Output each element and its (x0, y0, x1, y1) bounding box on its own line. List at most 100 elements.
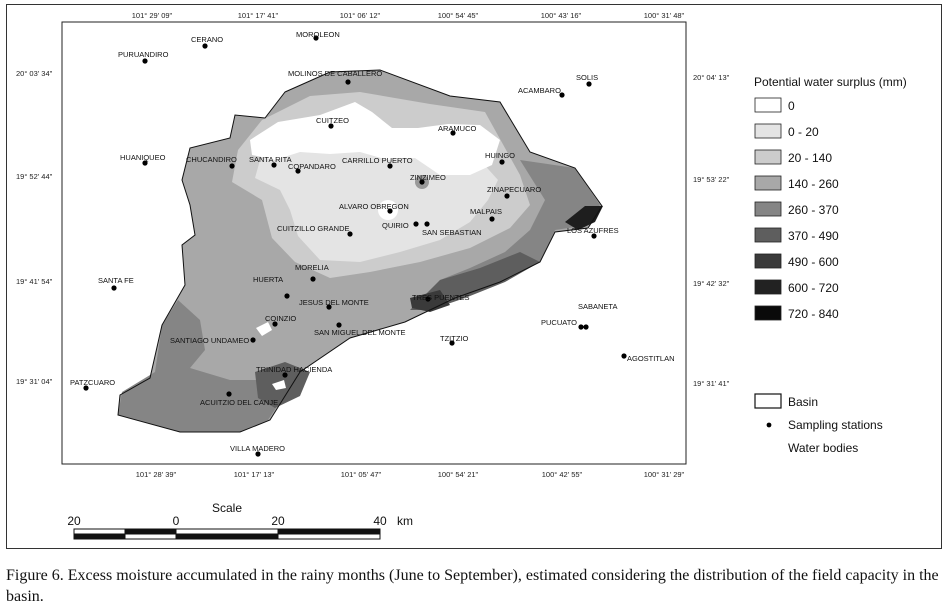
place-label: MOLINOS DE CABALLERO (288, 69, 382, 78)
coord-top: 100° 31' 48" (644, 11, 685, 20)
station-marker (272, 321, 278, 327)
scale-bar: Scale 20 0 20 40 km (67, 501, 413, 540)
station-marker (229, 163, 235, 169)
zone-600-720 (565, 206, 603, 230)
place-label: MOROLEON (296, 30, 340, 39)
places-layer: CERANO MOROLEON PURUANDIRO MOLINOS DE CA… (70, 30, 675, 457)
place-label: CUITZEO (316, 116, 349, 125)
station-marker (578, 324, 584, 330)
place-label: ACAMBARO (518, 86, 561, 95)
scale-tick: 0 (173, 514, 180, 528)
coordinates-top: 101° 29' 09" 101° 17' 41" 101° 06' 12" 1… (132, 11, 685, 20)
place-label: HUANIQUEO (120, 153, 166, 162)
place-label: COINZIO (265, 314, 296, 323)
place-label: TRES PUENTES (412, 293, 470, 302)
legend-basin-swatch (754, 393, 782, 409)
scale-segment (175, 528, 279, 535)
coordinates-bottom: 101° 28' 39" 101° 17' 13" 101° 05' 47" 1… (136, 470, 685, 479)
scale-segment (73, 528, 126, 535)
coord-bottom: 100° 42' 55" (542, 470, 583, 479)
figure-caption: Figure 6. Excess moisture accumulated in… (6, 567, 939, 605)
place-label: SABANETA (578, 302, 617, 311)
scale-segment (277, 533, 381, 540)
station-marker (328, 123, 334, 129)
station-marker (425, 296, 431, 302)
place-label: PATZCUARO (70, 378, 115, 387)
place-label: ARAMUCO (438, 124, 477, 133)
legend-class-label: 260 - 370 (788, 203, 839, 217)
legend-swatch (754, 279, 782, 295)
legend: Potential water surplus (mm) 0 0 - 20 20 -… (754, 75, 907, 455)
legend-swatch (754, 97, 782, 113)
coord-right: 20° 04' 13" (693, 73, 730, 82)
legend-swatch (754, 149, 782, 165)
place-label: CUITZILLO GRANDE (277, 224, 350, 233)
legend-class-label: 370 - 490 (788, 229, 839, 243)
station-marker (591, 233, 597, 239)
place-label: TRINIDAD HACIENDA (256, 365, 332, 374)
station-marker (295, 168, 301, 174)
station-marker (336, 322, 342, 328)
station-marker (142, 160, 148, 166)
station-marker (310, 276, 316, 282)
place-label: QUIRIO (382, 221, 409, 230)
scale-title: Scale (212, 501, 242, 515)
station-marker (282, 372, 288, 378)
place-label: CARRILLO PUERTO (342, 156, 413, 165)
place-label: SAN MIGUEL DEL MONTE (314, 328, 406, 337)
place-label: HUINGO (485, 151, 515, 160)
station-marker (449, 340, 455, 346)
station-marker (387, 163, 393, 169)
coord-right: 19° 42' 32" (693, 279, 730, 288)
station-marker (489, 216, 495, 222)
coord-bottom: 100° 31' 29" (644, 470, 685, 479)
place-label: SAN SEBASTIAN (422, 228, 482, 237)
legend-class-label: 490 - 600 (788, 255, 839, 269)
place-label: SANTA FE (98, 276, 134, 285)
legend-class-label: 720 - 840 (788, 307, 839, 321)
place-label: AGOSTITLAN (627, 354, 675, 363)
station-marker (284, 293, 290, 299)
station-marker (621, 353, 627, 359)
basin-zones (117, 69, 603, 433)
place-label: TZITZIO (440, 334, 468, 343)
basin-outline (117, 69, 603, 433)
place-label: ZINZIMEO (410, 173, 446, 182)
coord-left: 19° 31' 04" (16, 377, 53, 386)
station-marker (347, 231, 353, 237)
scale-segment (73, 533, 126, 540)
legend-station-marker (766, 422, 772, 428)
coord-top: 100° 54' 45" (438, 11, 479, 20)
scale-unit: km (397, 514, 413, 528)
station-marker (499, 159, 505, 165)
figure-frame (6, 4, 942, 549)
legend-title: Potential water surplus (mm) (754, 75, 907, 89)
coord-top: 101° 06' 12" (340, 11, 381, 20)
legend-class-label: 600 - 720 (788, 281, 839, 295)
scale-segment (124, 533, 177, 540)
place-label: HUERTA (253, 275, 283, 284)
place-label: JESUS DEL MONTE (299, 298, 369, 307)
station-marker (83, 385, 89, 391)
place-label: MORELIA (295, 263, 329, 272)
place-label: PURUANDIRO (118, 50, 169, 59)
place-label: SOLIS (576, 73, 598, 82)
place-label: ACUITZIO DEL CANJE (200, 398, 278, 407)
zone-260-370 (118, 300, 300, 432)
place-label: PUCUATO (541, 318, 577, 327)
station-marker (250, 337, 256, 343)
station-marker (313, 35, 319, 41)
coord-left: 19° 41' 54" (16, 277, 53, 286)
station-marker (583, 324, 589, 330)
scale-segment (277, 528, 381, 535)
place-label: LOS AZUFRES (567, 226, 619, 235)
zone-260-370-east (420, 160, 600, 305)
legend-classes: 0 0 - 20 20 - 140 140 - 260 260 - 370 370 - 4… (754, 97, 839, 321)
station-marker (111, 285, 117, 291)
zone-490-600 (410, 290, 450, 312)
coord-bottom: 101° 17' 13" (234, 470, 275, 479)
station-marker (271, 162, 277, 168)
legend-class-label: 140 - 260 (788, 177, 839, 191)
station-marker (255, 451, 261, 457)
